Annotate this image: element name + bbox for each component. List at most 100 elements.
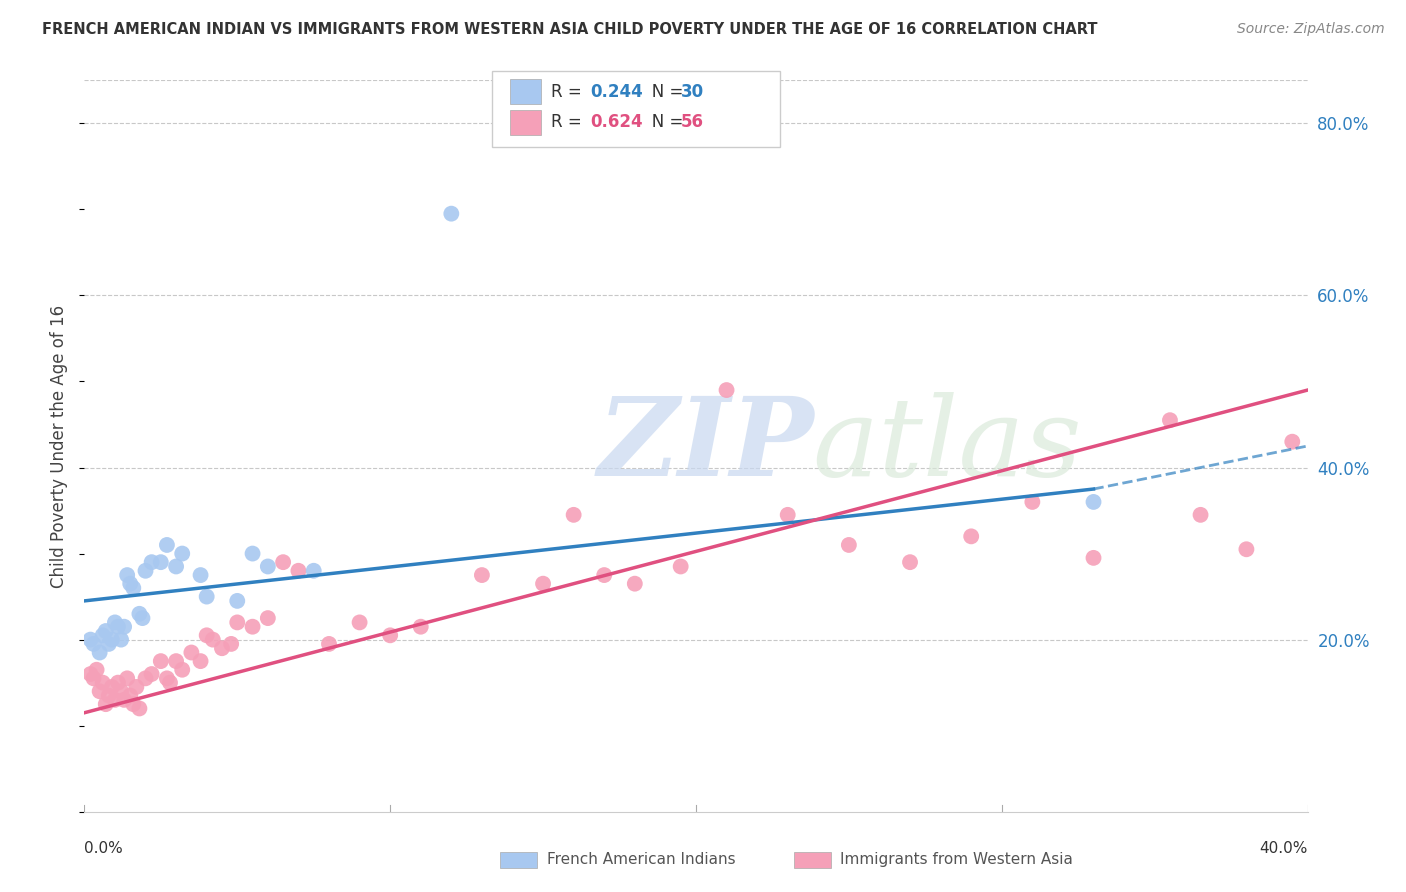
Point [104, 693, 127, 707]
Point [1236, 542, 1258, 557]
Point [257, 611, 280, 625]
Point [195, 590, 218, 604]
Point [97, 637, 120, 651]
Point [1159, 413, 1181, 427]
FancyBboxPatch shape [501, 852, 537, 868]
Point [104, 615, 127, 630]
Point [190, 654, 212, 668]
Point [89, 684, 111, 698]
Point [122, 581, 145, 595]
Point [135, 671, 157, 685]
Point [1189, 508, 1212, 522]
Point [318, 637, 340, 651]
Point [159, 675, 181, 690]
Text: 56: 56 [681, 113, 703, 131]
Point [128, 607, 150, 621]
Text: R =: R = [551, 83, 588, 101]
Point [287, 564, 309, 578]
Point [112, 693, 135, 707]
Text: 40.0%: 40.0% [1260, 841, 1308, 856]
Text: R =: R = [551, 113, 588, 131]
Point [593, 568, 616, 582]
Point [165, 654, 187, 668]
Point [120, 576, 142, 591]
Point [107, 620, 129, 634]
Point [128, 701, 150, 715]
Point [135, 564, 157, 578]
Point [349, 615, 371, 630]
Point [1021, 495, 1043, 509]
Point [125, 680, 148, 694]
Point [120, 689, 142, 703]
Point [122, 697, 145, 711]
Point [112, 620, 135, 634]
Point [271, 555, 294, 569]
Point [471, 568, 494, 582]
Text: FRENCH AMERICAN INDIAN VS IMMIGRANTS FROM WESTERN ASIA CHILD POVERTY UNDER THE A: FRENCH AMERICAN INDIAN VS IMMIGRANTS FRO… [42, 22, 1098, 37]
Point [776, 508, 799, 522]
Point [110, 684, 132, 698]
Point [79, 667, 101, 681]
Point [131, 611, 153, 625]
Point [624, 576, 647, 591]
Point [141, 555, 163, 569]
Point [242, 547, 264, 561]
Point [86, 663, 108, 677]
Text: 30: 30 [681, 83, 703, 101]
Point [838, 538, 860, 552]
Point [79, 632, 101, 647]
Point [211, 641, 233, 656]
Point [115, 568, 138, 582]
Point [91, 675, 114, 690]
Point [149, 654, 172, 668]
Point [97, 689, 120, 703]
Point [172, 547, 194, 561]
Text: ZIP: ZIP [598, 392, 814, 500]
Point [101, 680, 124, 694]
Point [91, 628, 114, 642]
Point [898, 555, 921, 569]
Point [190, 568, 212, 582]
Text: N =: N = [636, 83, 688, 101]
Text: 0.624: 0.624 [591, 113, 643, 131]
Point [1083, 550, 1105, 565]
Point [165, 559, 187, 574]
Text: 0.244: 0.244 [591, 83, 644, 101]
Point [180, 646, 202, 660]
Text: atlas: atlas [813, 392, 1081, 500]
Point [669, 559, 692, 574]
Point [201, 632, 224, 647]
FancyBboxPatch shape [794, 852, 831, 868]
Point [226, 615, 249, 630]
Point [195, 628, 218, 642]
Point [242, 620, 264, 634]
Point [226, 594, 249, 608]
Point [172, 663, 194, 677]
Point [302, 564, 325, 578]
Y-axis label: Child Poverty Under the Age of 16: Child Poverty Under the Age of 16 [51, 304, 69, 588]
Point [89, 646, 111, 660]
Point [380, 628, 402, 642]
Point [83, 637, 105, 651]
Text: Immigrants from Western Asia: Immigrants from Western Asia [841, 852, 1073, 867]
Point [149, 555, 172, 569]
Point [115, 671, 138, 685]
Point [107, 675, 129, 690]
Point [83, 671, 105, 685]
Point [409, 620, 432, 634]
Text: French American Indians: French American Indians [547, 852, 735, 867]
Point [440, 207, 463, 221]
Point [141, 667, 163, 681]
Point [219, 637, 242, 651]
Point [156, 538, 179, 552]
Point [101, 632, 124, 647]
Point [94, 624, 117, 638]
Point [156, 671, 179, 685]
Point [960, 529, 983, 543]
Point [94, 697, 117, 711]
Text: 0.0%: 0.0% [84, 841, 124, 856]
Text: N =: N = [636, 113, 688, 131]
Point [1083, 495, 1105, 509]
Point [562, 508, 585, 522]
Point [531, 576, 554, 591]
